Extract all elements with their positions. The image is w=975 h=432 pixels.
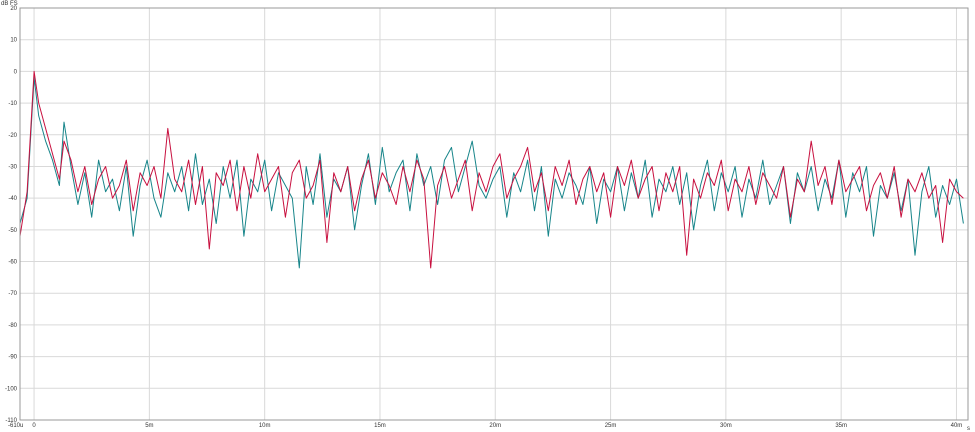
y-tick-label: -30 [8,164,17,170]
y-tick-label: -90 [8,355,17,361]
x-tick-label: 10m [259,423,271,429]
series-group [19,70,964,269]
y-tick-label: -50 [8,228,17,234]
plot-background [20,8,968,420]
x-tick-label: 5m [145,423,153,429]
y-tick-label: -60 [8,260,17,266]
y-tick-label: -70 [8,291,17,297]
x-tick-label: -610u [8,423,23,429]
x-axis-ticks: -610u 0 5m 10m 15m 20m 25m 30m 35m 40m [8,423,962,429]
y-tick-label: -40 [8,196,17,202]
y-tick-label: 0 [14,69,18,75]
y-axis-ticks: 20 10 0 -10 -20 -30 -40 -50 -60 -70 -80 -90 -100 -110 [5,6,18,424]
series-line-1 [19,77,964,269]
y-tick-label: 10 [10,38,17,44]
y-unit-label: dB FS [1,1,18,7]
y-tick-label: -10 [8,101,17,107]
y-tick-label: -20 [8,133,17,139]
x-tick-label: 40m [951,423,963,429]
series-line-2 [19,70,964,269]
plot-frame [19,7,969,421]
x-tick-label: 35m [835,423,847,429]
y-tick-label: 20 [10,6,17,12]
x-tick-label: 15m [374,423,386,429]
x-tick-label: 0 [32,423,36,429]
x-tick-label: 20m [489,423,501,429]
x-tick-label: 25m [605,423,617,429]
x-tick-label: 30m [720,423,732,429]
x-unit-label: s [967,426,970,432]
y-tick-label: -100 [5,386,18,392]
y-tick-label: -110 [5,418,17,424]
y-tick-label: -80 [8,323,17,329]
